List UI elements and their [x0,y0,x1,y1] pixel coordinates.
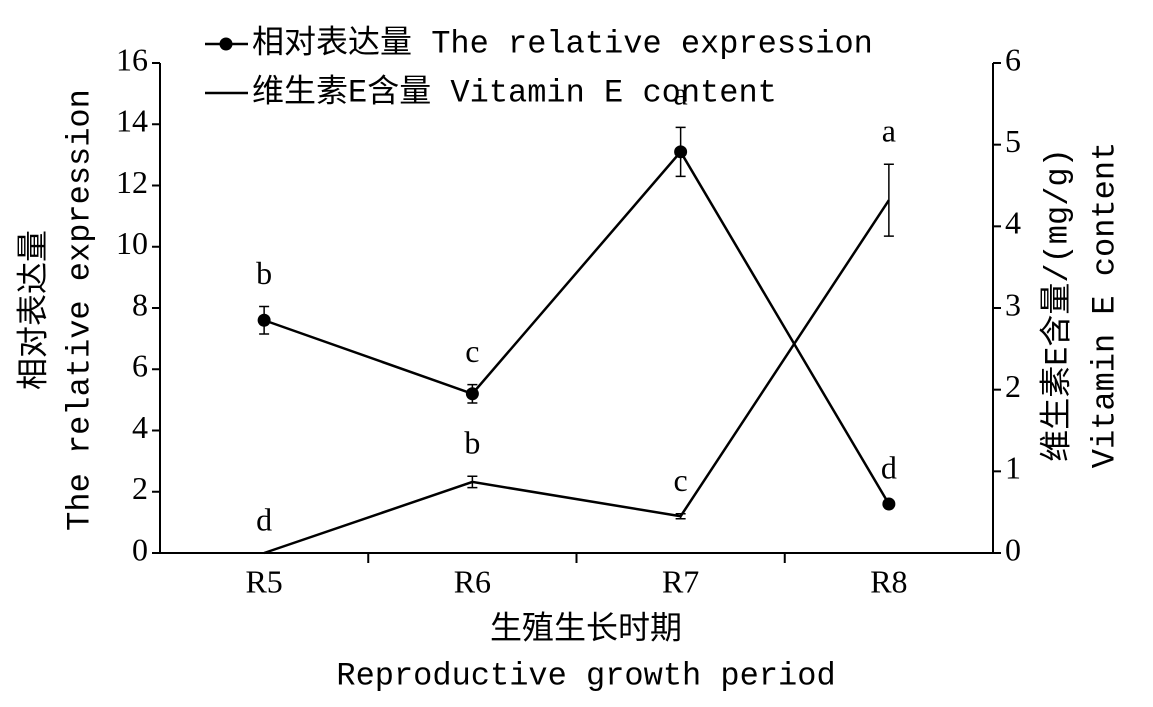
y-tick-label: 2 [132,470,148,506]
y-axis-title: The relative expression [61,89,98,531]
y2-axis-title: Vitamin E content [1086,142,1123,468]
significance-letter: d [881,449,897,485]
marker [465,387,479,401]
x-axis-title: 生殖生长时期 [490,610,682,648]
legend-label: 相对表达量 The relative expression [252,24,873,62]
y2-tick-label: 3 [1005,286,1021,322]
error-bar [675,513,686,520]
y-tick-label: 6 [132,348,148,384]
marker [674,145,688,159]
series-line [263,199,890,555]
significance-letter: b [464,425,480,461]
significance-letter: a [882,113,896,149]
x-axis-title: Reproductive growth period [336,657,835,694]
x-tick-label: R5 [245,563,282,599]
y-tick-label: 10 [116,225,148,261]
y-tick-label: 14 [116,103,148,139]
marker [882,497,896,511]
legend-label: 维生素E含量 Vitamin E content [252,73,777,111]
legend-marker [219,37,233,51]
error-bar [883,163,894,237]
y-tick-label: 12 [116,164,148,200]
significance-letter: c [465,333,479,369]
significance-letter: b [256,255,272,291]
x-tick-label: R7 [662,563,699,599]
y-tick-label: 0 [132,531,148,567]
y2-tick-label: 2 [1005,368,1021,404]
error-bar [467,475,478,489]
y2-tick-label: 6 [1005,41,1021,77]
y-tick-label: 16 [116,41,148,77]
y2-tick-label: 4 [1005,205,1021,241]
y-axis-title: 相对表达量 [15,230,53,390]
y2-tick-label: 0 [1005,531,1021,567]
y2-axis-title: 维生素E含量/(mg/g) [1038,148,1076,462]
x-tick-label: R8 [870,563,907,599]
y-tick-label: 8 [132,286,148,322]
significance-letter: a [674,76,688,112]
significance-letter: d [256,501,272,537]
y2-tick-label: 5 [1005,123,1021,159]
series-line [263,149,890,505]
x-tick-label: R6 [454,563,491,599]
marker [257,313,271,327]
y-tick-label: 4 [132,409,148,445]
significance-letter: c [674,462,688,498]
y2-tick-label: 1 [1005,450,1021,486]
